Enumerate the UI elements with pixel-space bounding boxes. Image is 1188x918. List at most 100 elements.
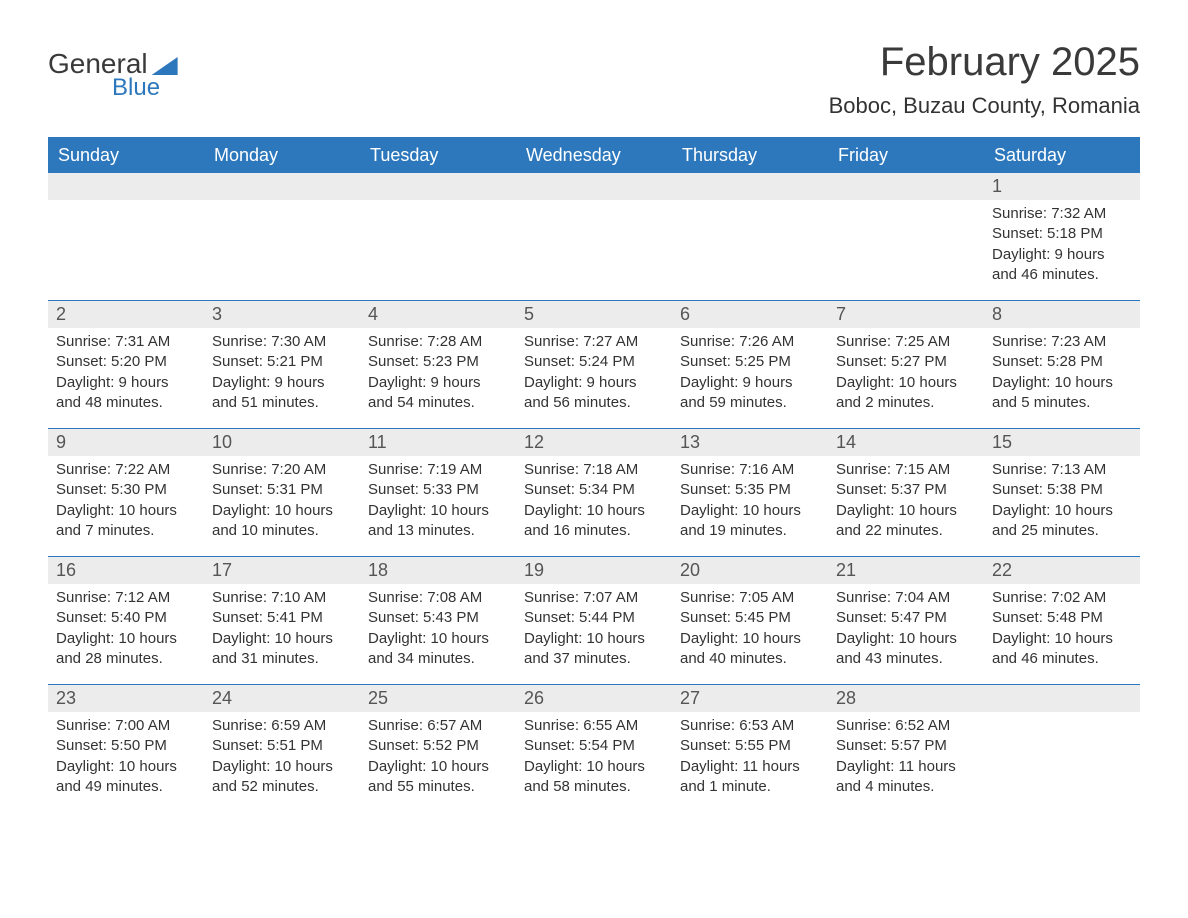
calendar-cell: 21Sunrise: 7:04 AMSunset: 5:47 PMDayligh… (828, 556, 984, 684)
daylight-text: Daylight: 9 hours and 59 minutes. (680, 373, 820, 414)
sunset-text: Sunset: 5:18 PM (992, 224, 1132, 244)
day-body: Sunrise: 7:20 AMSunset: 5:31 PMDaylight:… (204, 456, 360, 549)
daylight-text: Daylight: 10 hours and 19 minutes. (680, 501, 820, 542)
calendar-cell: 24Sunrise: 6:59 AMSunset: 5:51 PMDayligh… (204, 684, 360, 812)
day-number: 10 (204, 428, 360, 456)
day-header: Wednesday (516, 138, 672, 172)
day-number (516, 172, 672, 200)
sunrise-text: Sunrise: 6:52 AM (836, 716, 976, 736)
brand-word-blue: Blue (112, 74, 178, 102)
sunset-text: Sunset: 5:45 PM (680, 608, 820, 628)
sunrise-text: Sunrise: 7:30 AM (212, 332, 352, 352)
calendar-cell (516, 172, 672, 300)
sunrise-text: Sunrise: 6:57 AM (368, 716, 508, 736)
sunrise-text: Sunrise: 7:28 AM (368, 332, 508, 352)
day-number: 23 (48, 684, 204, 712)
location-subtitle: Boboc, Buzau County, Romania (829, 93, 1140, 119)
day-body: Sunrise: 7:32 AMSunset: 5:18 PMDaylight:… (984, 200, 1140, 293)
day-body: Sunrise: 7:28 AMSunset: 5:23 PMDaylight:… (360, 328, 516, 421)
day-number: 26 (516, 684, 672, 712)
day-number (672, 172, 828, 200)
sunset-text: Sunset: 5:25 PM (680, 352, 820, 372)
daylight-text: Daylight: 10 hours and 5 minutes. (992, 373, 1132, 414)
sunrise-text: Sunrise: 7:20 AM (212, 460, 352, 480)
day-body: Sunrise: 7:18 AMSunset: 5:34 PMDaylight:… (516, 456, 672, 549)
day-number: 5 (516, 300, 672, 328)
day-header: Thursday (672, 138, 828, 172)
day-number: 7 (828, 300, 984, 328)
page-header: General Blue February 2025 Boboc, Buzau … (48, 40, 1140, 119)
day-number (828, 172, 984, 200)
daylight-text: Daylight: 10 hours and 31 minutes. (212, 629, 352, 670)
day-body: Sunrise: 6:52 AMSunset: 5:57 PMDaylight:… (828, 712, 984, 805)
calendar-cell: 15Sunrise: 7:13 AMSunset: 5:38 PMDayligh… (984, 428, 1140, 556)
calendar-cell: 18Sunrise: 7:08 AMSunset: 5:43 PMDayligh… (360, 556, 516, 684)
calendar-cell (984, 684, 1140, 812)
calendar-cell: 2Sunrise: 7:31 AMSunset: 5:20 PMDaylight… (48, 300, 204, 428)
daylight-text: Daylight: 10 hours and 28 minutes. (56, 629, 196, 670)
day-number: 9 (48, 428, 204, 456)
sunrise-text: Sunrise: 7:02 AM (992, 588, 1132, 608)
calendar-cell: 1Sunrise: 7:32 AMSunset: 5:18 PMDaylight… (984, 172, 1140, 300)
sunset-text: Sunset: 5:31 PM (212, 480, 352, 500)
day-body: Sunrise: 6:59 AMSunset: 5:51 PMDaylight:… (204, 712, 360, 805)
day-number: 14 (828, 428, 984, 456)
calendar-cell: 12Sunrise: 7:18 AMSunset: 5:34 PMDayligh… (516, 428, 672, 556)
sunset-text: Sunset: 5:44 PM (524, 608, 664, 628)
daylight-text: Daylight: 10 hours and 13 minutes. (368, 501, 508, 542)
sunrise-text: Sunrise: 7:07 AM (524, 588, 664, 608)
day-body: Sunrise: 7:02 AMSunset: 5:48 PMDaylight:… (984, 584, 1140, 677)
sunrise-text: Sunrise: 7:18 AM (524, 460, 664, 480)
daylight-text: Daylight: 10 hours and 43 minutes. (836, 629, 976, 670)
calendar-cell: 14Sunrise: 7:15 AMSunset: 5:37 PMDayligh… (828, 428, 984, 556)
day-body: Sunrise: 7:30 AMSunset: 5:21 PMDaylight:… (204, 328, 360, 421)
day-body: Sunrise: 6:57 AMSunset: 5:52 PMDaylight:… (360, 712, 516, 805)
day-number: 2 (48, 300, 204, 328)
day-body (516, 200, 672, 212)
sunset-text: Sunset: 5:41 PM (212, 608, 352, 628)
calendar-cell: 22Sunrise: 7:02 AMSunset: 5:48 PMDayligh… (984, 556, 1140, 684)
day-body: Sunrise: 7:19 AMSunset: 5:33 PMDaylight:… (360, 456, 516, 549)
sunset-text: Sunset: 5:35 PM (680, 480, 820, 500)
daylight-text: Daylight: 9 hours and 46 minutes. (992, 245, 1132, 286)
day-number: 3 (204, 300, 360, 328)
day-number: 1 (984, 172, 1140, 200)
daylight-text: Daylight: 10 hours and 37 minutes. (524, 629, 664, 670)
calendar-cell: 20Sunrise: 7:05 AMSunset: 5:45 PMDayligh… (672, 556, 828, 684)
sunrise-text: Sunrise: 6:59 AM (212, 716, 352, 736)
sunrise-text: Sunrise: 6:53 AM (680, 716, 820, 736)
calendar-cell: 6Sunrise: 7:26 AMSunset: 5:25 PMDaylight… (672, 300, 828, 428)
calendar-cell: 13Sunrise: 7:16 AMSunset: 5:35 PMDayligh… (672, 428, 828, 556)
day-number: 11 (360, 428, 516, 456)
sunrise-text: Sunrise: 6:55 AM (524, 716, 664, 736)
day-body: Sunrise: 7:10 AMSunset: 5:41 PMDaylight:… (204, 584, 360, 677)
sunrise-text: Sunrise: 7:16 AM (680, 460, 820, 480)
daylight-text: Daylight: 10 hours and 49 minutes. (56, 757, 196, 798)
month-title: February 2025 (829, 40, 1140, 85)
day-body (360, 200, 516, 212)
day-body: Sunrise: 7:12 AMSunset: 5:40 PMDaylight:… (48, 584, 204, 677)
day-header: Saturday (984, 138, 1140, 172)
day-number (204, 172, 360, 200)
sunset-text: Sunset: 5:20 PM (56, 352, 196, 372)
calendar-cell: 23Sunrise: 7:00 AMSunset: 5:50 PMDayligh… (48, 684, 204, 812)
day-number: 24 (204, 684, 360, 712)
calendar-week: 9Sunrise: 7:22 AMSunset: 5:30 PMDaylight… (48, 428, 1140, 556)
day-body: Sunrise: 7:04 AMSunset: 5:47 PMDaylight:… (828, 584, 984, 677)
calendar-head: SundayMondayTuesdayWednesdayThursdayFrid… (48, 138, 1140, 172)
day-number: 28 (828, 684, 984, 712)
day-number: 12 (516, 428, 672, 456)
calendar-week: 23Sunrise: 7:00 AMSunset: 5:50 PMDayligh… (48, 684, 1140, 812)
sunset-text: Sunset: 5:24 PM (524, 352, 664, 372)
sunrise-text: Sunrise: 7:22 AM (56, 460, 196, 480)
calendar-cell: 4Sunrise: 7:28 AMSunset: 5:23 PMDaylight… (360, 300, 516, 428)
day-number: 27 (672, 684, 828, 712)
day-header: Friday (828, 138, 984, 172)
sunrise-text: Sunrise: 7:00 AM (56, 716, 196, 736)
sunset-text: Sunset: 5:47 PM (836, 608, 976, 628)
sunset-text: Sunset: 5:40 PM (56, 608, 196, 628)
day-header: Monday (204, 138, 360, 172)
day-body (204, 200, 360, 212)
day-number: 17 (204, 556, 360, 584)
sunrise-text: Sunrise: 7:15 AM (836, 460, 976, 480)
